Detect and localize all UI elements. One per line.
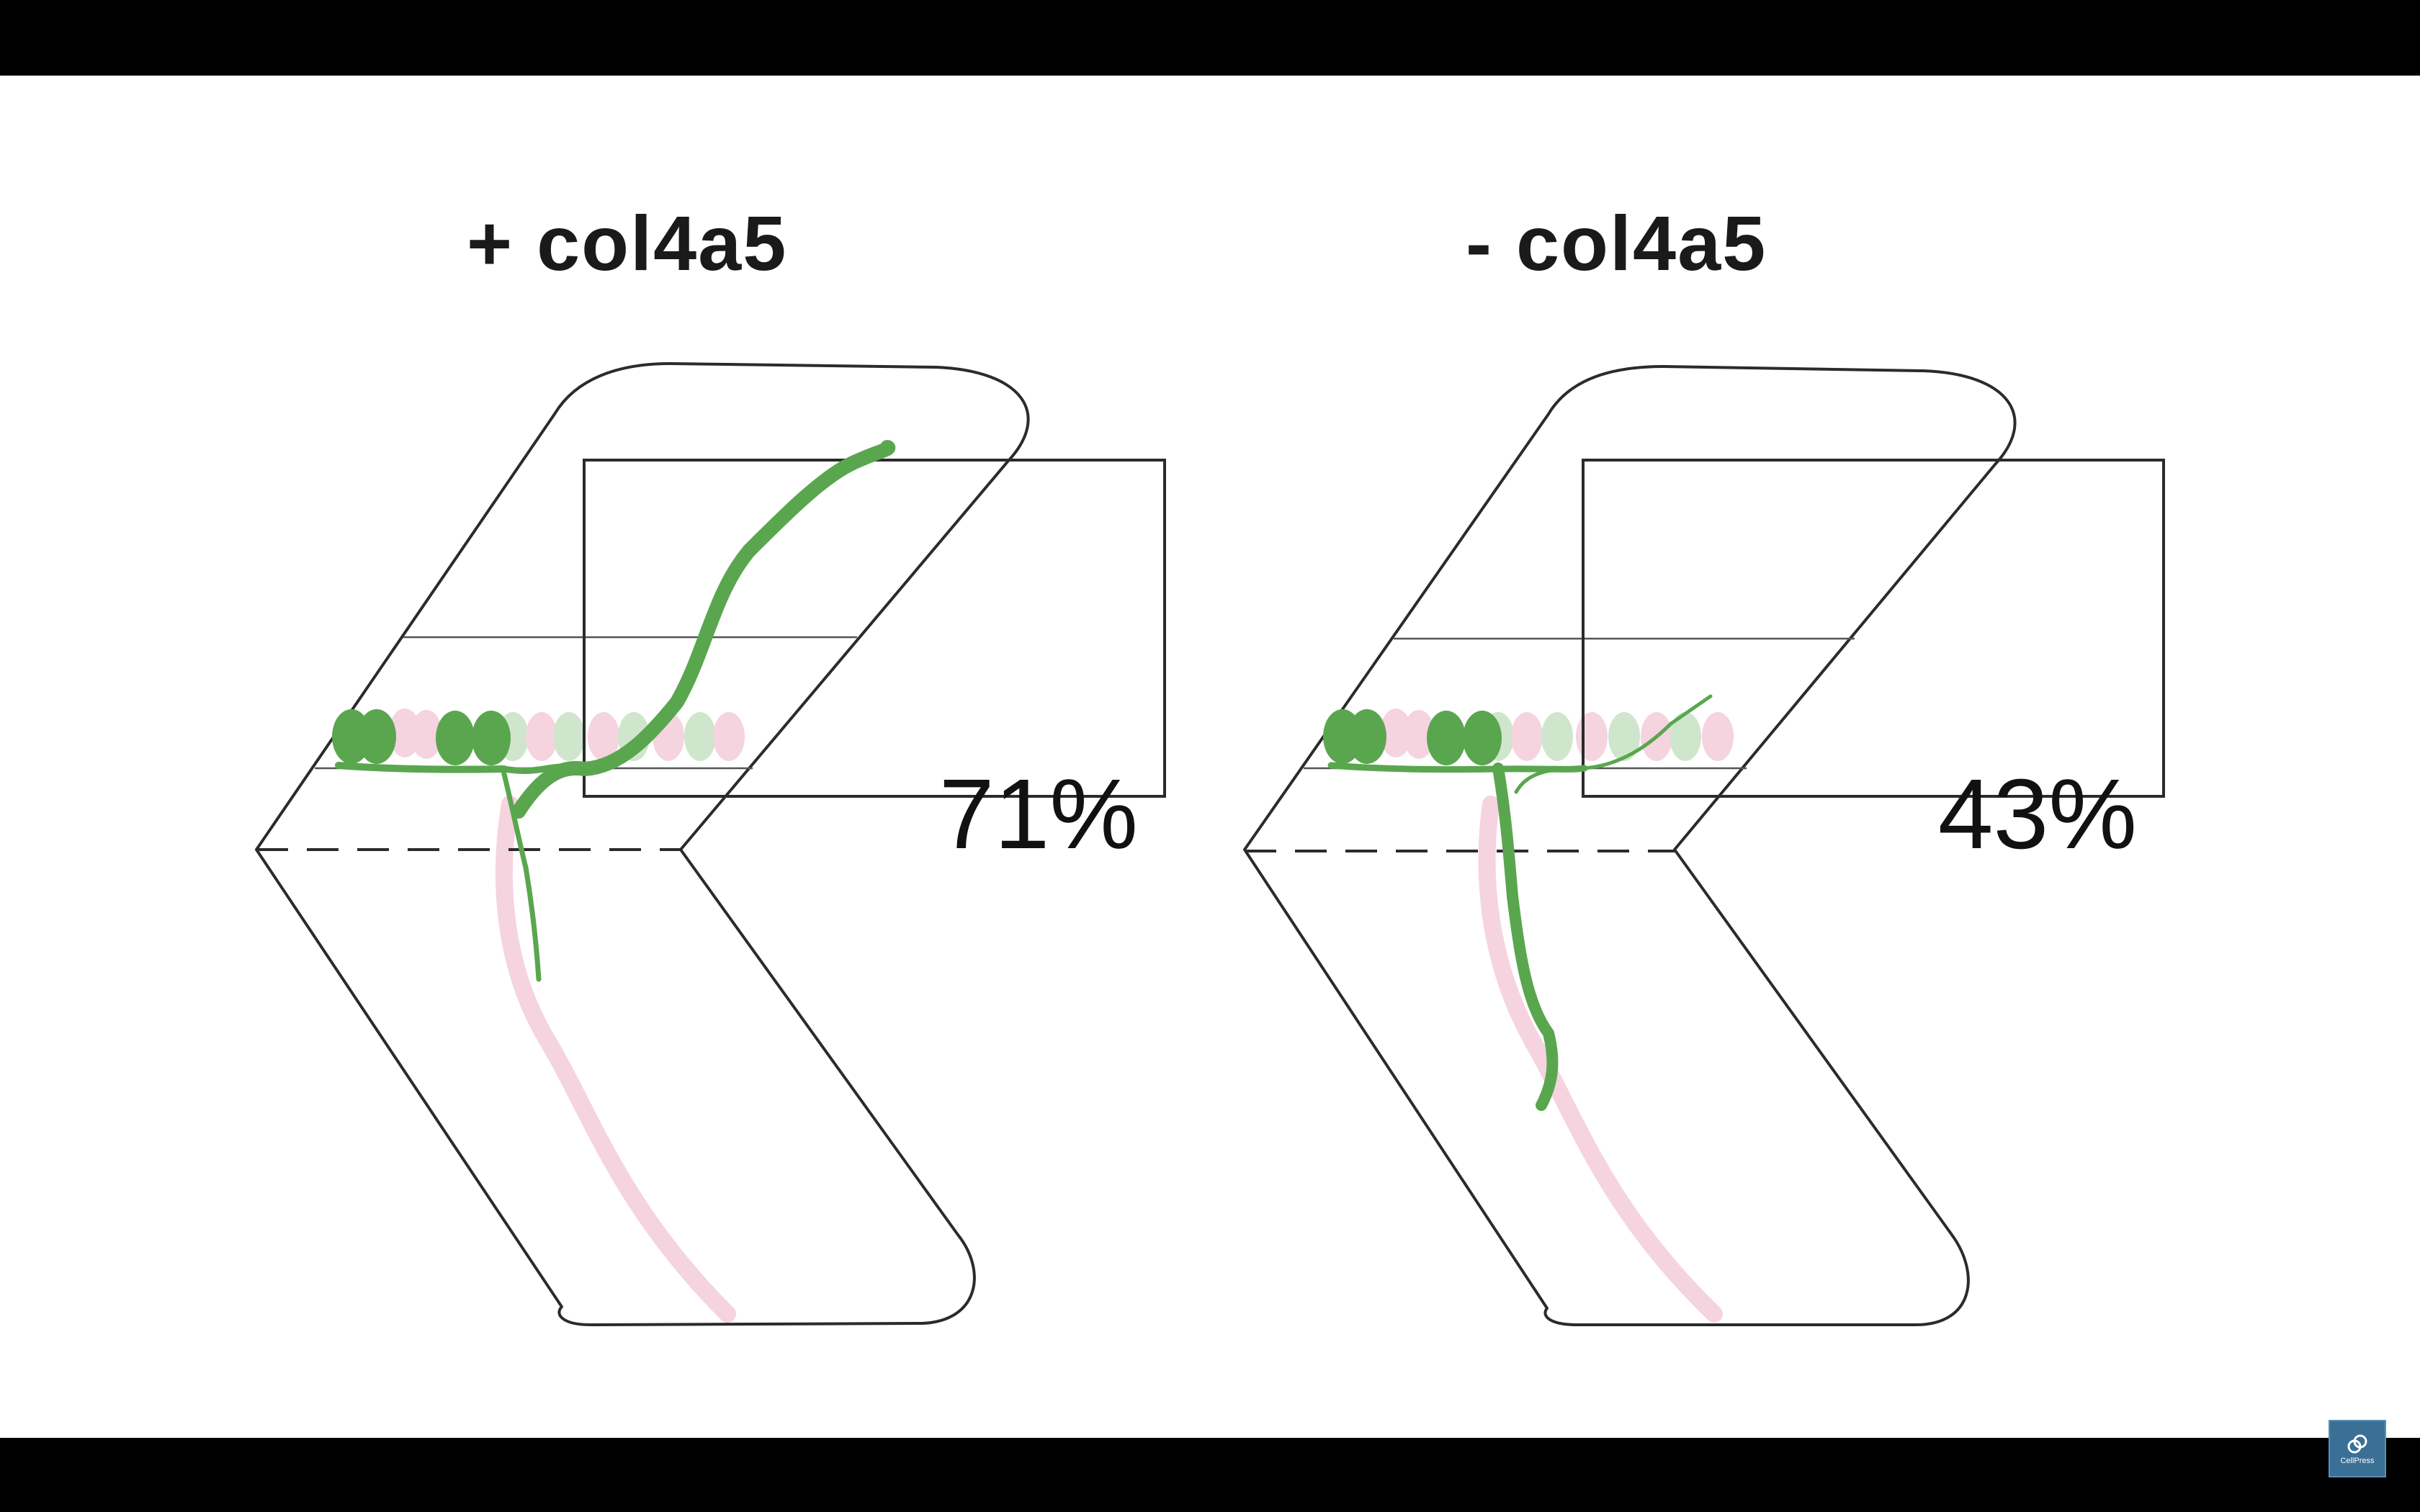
motor-neuron-cell-body: [1463, 711, 1502, 765]
panel-with-col4a5: + col4a5: [0, 76, 1210, 1438]
dorsal-nerve-rise: [1669, 694, 1713, 726]
panel-title: - col4a5: [1466, 199, 1767, 287]
slide: + col4a5: [0, 76, 2420, 1438]
ventral-axon: [1492, 762, 1559, 1111]
motor-neuron-cell-body: [1348, 709, 1386, 764]
faded-ventral-nerve: [496, 796, 736, 1323]
panel-title: + col4a5: [467, 199, 788, 287]
percentage-label: 71%: [939, 759, 1138, 870]
chevron-segment-outline: [255, 362, 1030, 1326]
zebrafish-segment-diagram: 43%: [1243, 365, 2165, 1326]
faded-cell-bodies: [389, 708, 745, 761]
zebrafish-segment-diagram: 71%: [255, 362, 1166, 1326]
green-motor-neurons: [332, 440, 896, 982]
faded-ventral-nerve: [1478, 796, 1723, 1323]
cellpress-logo-icon: [2347, 1434, 2367, 1454]
percentage-label: 43%: [1938, 759, 2137, 870]
dorsal-axon: [511, 440, 896, 819]
thin-dorsal-axon: [1514, 721, 1673, 794]
cellpress-logo: CellPress: [2329, 1420, 2386, 1477]
motor-neuron-cell-body: [436, 711, 475, 765]
faded-cell-bodies: [1380, 708, 1734, 761]
chevron-segment-outline: [1243, 365, 2017, 1326]
green-motor-neurons: [1323, 694, 1713, 1111]
motor-neuron-cell-body: [357, 709, 396, 764]
motor-neuron-cell-body: [472, 711, 511, 765]
ventral-axon: [500, 765, 542, 982]
panel-without-col4a5: - col4a5: [1210, 76, 2420, 1438]
cellpress-logo-text: CellPress: [2340, 1457, 2375, 1465]
quantification-region-box: [1582, 459, 2165, 798]
motor-neuron-cell-body: [1427, 711, 1466, 765]
